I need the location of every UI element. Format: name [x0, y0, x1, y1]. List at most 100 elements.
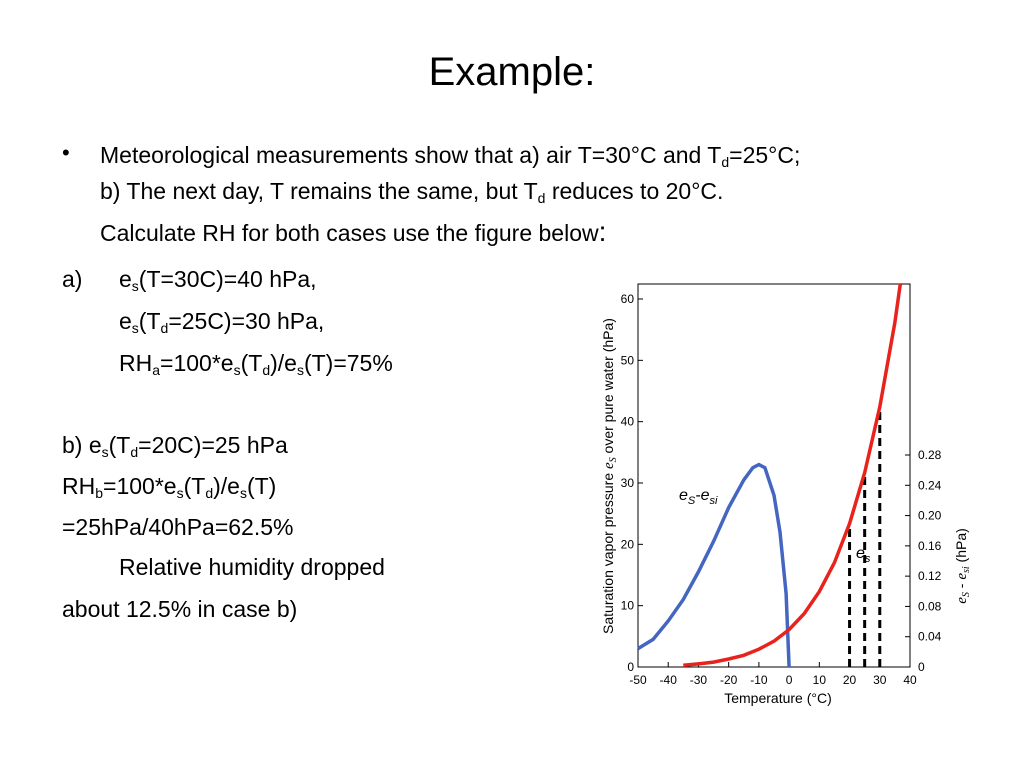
series-line-es-esi: [637, 462, 791, 668]
x-tick-label: 0: [786, 673, 793, 687]
y-axis-label-right-sym1: e: [954, 597, 970, 604]
case-b-line-2-sub-b: b: [95, 485, 104, 501]
case-a-line-3: RHa=100*es(Td)/es(T)=75%: [119, 348, 393, 378]
intro-line-3-text: Calculate RH for both cases use the figu…: [100, 220, 599, 246]
case-b-line-1-p1: (T: [108, 432, 131, 458]
x-tick-label: 30: [873, 673, 887, 687]
right-tick-label: 0.08: [918, 599, 942, 613]
case-a-line-2-sub-d: d: [160, 320, 169, 336]
x-tick-label: -30: [690, 673, 708, 687]
intro-line-1: Meteorological measurements show that a)…: [100, 140, 800, 170]
dashed-reference-lines: [848, 406, 882, 667]
case-b-line-1-sub-s: s: [101, 444, 109, 460]
x-tick-label: -50: [629, 673, 647, 687]
curve-label-es-esi-sym2: e: [701, 487, 710, 504]
case-a-line-3-p3: )/e: [270, 350, 297, 376]
case-b-line-2-p1: =100*e: [103, 473, 177, 499]
case-b-line-3: =25hPa/40hPa=62.5%: [62, 514, 294, 540]
series-line-es: [683, 283, 903, 667]
x-axis-ticks: -50 -40 -30 -20 -10 0 10 20 30 40: [629, 662, 917, 687]
left-tick-label: 0: [627, 660, 634, 674]
x-tick-label: 20: [843, 673, 857, 687]
intro-line-3: Calculate RH for both cases use the figu…: [100, 217, 606, 248]
curve-label-es-sub: s: [865, 553, 871, 565]
x-tick-label: -20: [720, 673, 738, 687]
case-a-line-1: es(T=30C)=40 hPa,: [119, 264, 317, 294]
intro-line-2-sub: d: [537, 190, 546, 206]
case-a-line-3-sub-s2: s: [296, 362, 304, 378]
case-a-line-3-rh: RH: [119, 350, 153, 376]
case-a-line-1-rest: (T=30C)=40 hPa,: [138, 266, 317, 292]
bullet-icon: •: [62, 140, 70, 165]
y-axis-label-left-post: over pure water (hPa): [600, 318, 616, 457]
case-b-line-2-p4: (T): [246, 473, 277, 499]
case-a-line-2-rest: =25C)=30 hPa,: [168, 308, 325, 334]
left-axis-ticks: 0 10 20 30 40 50 60: [621, 292, 643, 674]
x-tick-label: -40: [660, 673, 678, 687]
left-tick-label: 10: [621, 599, 635, 613]
case-a-line-2-p1: (T: [138, 308, 161, 334]
case-b-line-2-sub-s2: s: [239, 485, 247, 501]
curve-label-es-sym: e: [856, 545, 865, 562]
y-axis-label-left: Saturation vapor pressure eS over pure w…: [600, 318, 619, 634]
y-axis-label-right-sub2: si: [961, 566, 972, 573]
x-tick-label: 10: [813, 673, 827, 687]
slide-title: Example:: [428, 50, 596, 94]
x-tick-label: 40: [903, 673, 917, 687]
y-axis-label-right-mid: -: [953, 580, 969, 592]
plot-frame: [637, 283, 911, 668]
y-axis-label-left-pre: Saturation vapor pressure: [600, 469, 616, 634]
curve-label-es-esi-mid: -: [695, 487, 700, 504]
case-b-line-1: b) es(Td=20C)=25 hPa: [62, 430, 288, 460]
y-axis-label-right-post: (hPa): [953, 528, 969, 566]
right-tick-label: 0.16: [918, 539, 942, 553]
case-a-line-2: es(Td=25C)=30 hPa,: [119, 306, 324, 336]
curve-label-es-esi: eS-esi: [679, 487, 718, 507]
left-tick-label: 50: [621, 353, 635, 367]
case-b-line-5: about 12.5% in case b): [62, 596, 298, 622]
case-b-line-2-sub-s1: s: [176, 485, 184, 501]
curve-label-es-esi-sym1: e: [679, 487, 688, 504]
case-a-line-2-e: e: [119, 308, 132, 334]
right-tick-label: 0.24: [918, 478, 942, 492]
right-tick-label: 0.12: [918, 569, 942, 583]
right-axis-ticks: 0 0.04 0.08 0.12 0.16 0.20 0.24 0.28: [905, 448, 942, 674]
case-a-line-1-sub: s: [131, 278, 139, 294]
case-b-line-2-p2: (T: [183, 473, 206, 499]
y-axis-label-right-sub1: S: [961, 592, 972, 597]
left-tick-label: 40: [621, 415, 635, 429]
case-b-line-2-rh: RH: [62, 473, 96, 499]
right-tick-label: 0: [918, 660, 925, 674]
case-a-line-1-e: e: [119, 266, 132, 292]
intro-line-2: b) The next day, T remains the same, but…: [100, 176, 723, 206]
case-b-line-2-sub-d: d: [205, 485, 214, 501]
intro-line-1-post: =25°C;: [729, 142, 801, 168]
y-axis-label-right-sym2: e: [954, 573, 970, 580]
case-b-line-2: RHb=100*es(Td)/es(T): [62, 471, 276, 501]
curve-label-es-esi-sub2: si: [709, 495, 718, 507]
intro-line-2-post: reduces to 20°C.: [545, 178, 724, 204]
intro-line-3-colon: :: [598, 216, 607, 247]
case-b-line-1-rest: =20C)=25 hPa: [138, 432, 288, 458]
right-tick-label: 0.20: [918, 509, 942, 523]
case-b-line-1-sub-d: d: [130, 444, 139, 460]
case-a-line-3-sub-s1: s: [233, 362, 241, 378]
right-tick-label: 0.28: [918, 448, 942, 462]
case-b-line-2-p3: )/e: [213, 473, 240, 499]
case-a-line-3-p2: (T: [240, 350, 263, 376]
curve-label-es: es: [856, 545, 871, 565]
curve-label-es-esi-sub1: S: [688, 495, 696, 507]
left-tick-label: 30: [621, 476, 635, 490]
case-a-line-3-p1: =100*e: [160, 350, 234, 376]
case-a-line-3-p4: (T)=75%: [303, 350, 393, 376]
case-a-line-2-sub-s: s: [131, 320, 139, 336]
intro-line-2-pre: b) The next day, T remains the same, but…: [100, 178, 538, 204]
case-a-label: a): [62, 266, 83, 292]
x-axis-label: Temperature (°C): [724, 690, 832, 706]
y-axis-label-left-sym: e: [601, 462, 617, 469]
y-axis-label-right: eS - esi (hPa): [953, 528, 972, 604]
x-tick-label: -10: [750, 673, 768, 687]
case-b-line-1-p0: b) e: [62, 432, 102, 458]
right-tick-label: 0.04: [918, 630, 942, 644]
